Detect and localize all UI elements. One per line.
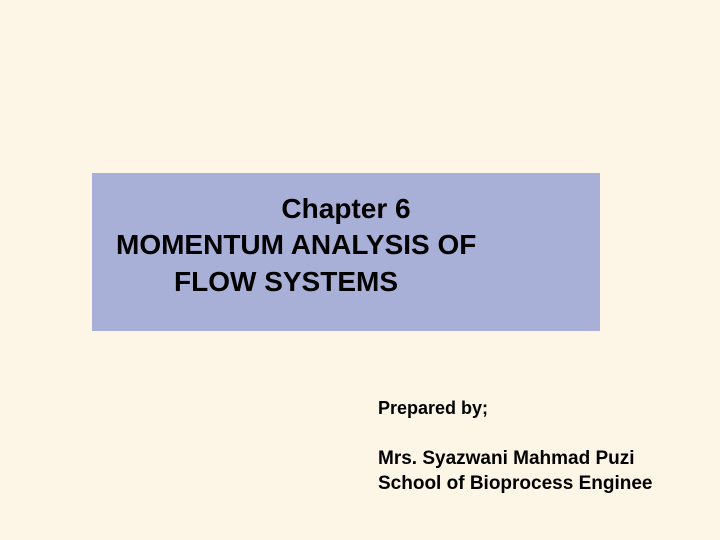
title-box: Chapter 6 MOMENTUM ANALYSIS OF FLOW SYST… [92,173,600,331]
author-block: Prepared by; Mrs. Syazwani Mahmad Puzi S… [378,398,720,496]
author-school: School of Bioprocess Enginee [378,472,720,497]
prepared-by-label: Prepared by; [378,398,720,419]
title-line-2: FLOW SYSTEMS [112,264,580,300]
chapter-label: Chapter 6 [112,191,580,227]
author-name: Mrs. Syazwani Mahmad Puzi [378,447,720,472]
title-line-1: MOMENTUM ANALYSIS OF [112,227,580,263]
